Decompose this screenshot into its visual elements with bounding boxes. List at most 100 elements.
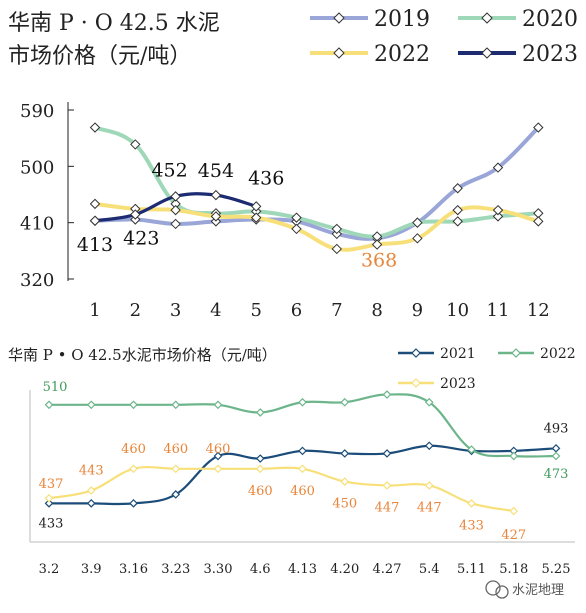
watermark: 水泥地理	[485, 580, 564, 599]
chart2-x-tick-label: 5.18	[499, 562, 528, 577]
chart1-series-2020-point	[130, 139, 141, 150]
chart2-data-label: 460	[248, 484, 273, 499]
chart1-series-2020-point	[291, 212, 302, 223]
chart1-series-2022-point	[170, 204, 181, 216]
chart2-data-labels: 510 473 433 493 437 443 460 460 460 460 460 450 447 4…	[39, 380, 569, 543]
chart2-series-2022-point	[213, 400, 223, 410]
chart2-data-label: 447	[417, 500, 442, 515]
chart1-series-2020-point	[412, 217, 423, 228]
chart1-series-2023-point	[210, 189, 222, 201]
chart1-title-line1: 华南 P · O 42.5 水泥	[8, 11, 220, 36]
chart1-y-ticks: 590 500 410 320	[20, 101, 74, 291]
chart2-series-2021-point	[255, 454, 265, 463]
chart1-x-tick-label: 1	[89, 300, 100, 321]
chart2-series-2021-point	[213, 451, 223, 461]
chart1-data-labels: 413 423 452 454 436 368	[77, 159, 397, 271]
chart2-series-2022-point	[424, 397, 434, 407]
chart1-series-2022-point	[331, 243, 343, 255]
chart1-series-2022-point	[371, 239, 383, 250]
chart2-data-label: 460	[121, 442, 146, 457]
chart1-data-label: 454	[198, 160, 234, 182]
chart2-title: 华南 P • O 42.5水泥市场价格（元/吨）	[8, 346, 277, 364]
chart2-series	[44, 390, 561, 516]
chart2-data-label: 510	[43, 380, 68, 395]
chart2-x-tick-label: 3.16	[119, 562, 148, 577]
chart1-series-2022-point	[210, 211, 222, 222]
chart1-legend: 2019 2020 2022 2023	[310, 7, 578, 67]
chart2-series-2022-point	[382, 390, 392, 399]
chart2-data-label: 460	[163, 442, 188, 457]
chart1-series-2019-point	[170, 218, 181, 230]
chart1-data-label: 423	[123, 228, 159, 250]
chart2-x-tick-label: 3.2	[39, 562, 60, 577]
chart1-series-2023-point	[170, 191, 181, 202]
chart2-series-2023-point	[129, 464, 138, 474]
chart2-x-tick-label: 4.13	[288, 562, 317, 577]
chart2-legend-2022-label: 2022	[540, 346, 576, 362]
chart2-legend-2021-marker	[411, 348, 421, 358]
chart1-series-2022-point	[492, 204, 504, 216]
chart1-data-label: 413	[77, 234, 113, 256]
chart1-x-tick-label: 4	[210, 300, 221, 321]
chart1-legend-2023-marker	[481, 47, 493, 59]
chart2-series-2021-point	[129, 499, 138, 508]
chart2-series-2022-point	[171, 400, 181, 410]
chart1-series-2022-point	[291, 223, 302, 235]
chart1-series-2023-point	[250, 201, 262, 212]
chart2-series-2023-point	[213, 464, 223, 474]
chart2-data-label: 460	[290, 484, 315, 499]
chart1-series-2022-point	[452, 204, 463, 216]
chart2-series-2023-point	[44, 493, 54, 503]
chart1-x-tick-label: 12	[527, 300, 550, 321]
chart2-legend-2022-marker	[511, 348, 521, 358]
chart1-legend-2019-label: 2019	[374, 7, 430, 32]
chart2-series-2021-point	[424, 441, 434, 451]
chart1-series-2023-point	[89, 215, 101, 226]
chart2-data-label: 433	[459, 518, 484, 533]
chart2-series-2021-point	[171, 490, 181, 499]
chart2-x-tick-label: 3.30	[204, 562, 233, 577]
chart2-x-tick-label: 4.6	[250, 562, 271, 577]
chart2-series-2021-point	[44, 499, 54, 508]
chart1-y-tick-label: 410	[20, 214, 54, 235]
chart2-series-2023-point	[509, 506, 519, 516]
chart2-x-ticks: 3.2 3.9 3.16 3.23 3.30 4.6 4.13 4.20 4.27 5.4 5.11…	[39, 562, 571, 577]
chart2-data-label: 433	[39, 516, 64, 531]
chart1-series-2020-point	[331, 223, 343, 235]
chart1-series-2020-point	[452, 216, 463, 227]
chart1-x-tick-label: 3	[170, 300, 181, 321]
chart2-series-2023-point	[255, 464, 265, 474]
chart1-x-ticks: 1 2 3 4 5 6 7 8 9 10 11 12	[89, 300, 549, 321]
chart1-x-tick-label: 2	[130, 300, 141, 321]
chart1-series-2020-point	[89, 122, 101, 133]
chart1-legend-2020-marker	[481, 12, 493, 24]
chart2-legend-2023-label: 2023	[440, 376, 476, 392]
chart2-legend-2021-label: 2021	[440, 346, 476, 362]
chart1-data-label: 452	[151, 159, 187, 181]
chart2-series-2023-point	[382, 481, 392, 490]
chart1-legend-2022-label: 2022	[374, 42, 430, 67]
chart1-data-label: 368	[361, 250, 397, 272]
chart1-x-tick-label: 5	[250, 300, 261, 321]
chart2-x-tick-label: 3.23	[161, 562, 190, 577]
chart2-legend: 2021 2022 2023	[398, 346, 576, 392]
chart2-series-2022-point	[551, 451, 561, 461]
chart2-series-2022-point	[86, 400, 96, 410]
chart1-series-2019-point	[492, 162, 504, 173]
chart2-series-2023-point	[171, 464, 181, 474]
chart2-series-2022-point	[509, 451, 519, 461]
chart2-series-2023-line	[48, 465, 514, 513]
chart2-data-label: 473	[544, 467, 569, 482]
chart1-x-tick-label: 9	[412, 300, 423, 321]
chart1-series-2020-point	[492, 211, 504, 222]
chart1-legend-2022-marker	[333, 47, 345, 59]
chart1-legend-2020-label: 2020	[522, 7, 578, 32]
chart-2: 华南 P • O 42.5水泥市场价格（元/吨） 2021 2022 2023 51…	[8, 346, 576, 577]
chart2-x-tick-label: 5.25	[542, 562, 571, 577]
chart2-series-2022-point	[44, 400, 54, 410]
chart1-title-line2: 市场价格（元/吨）	[8, 44, 191, 69]
chart2-x-tick-label: 5.4	[419, 562, 440, 577]
chart2-series-2022-point	[129, 400, 138, 410]
chart2-series-2021-point	[382, 449, 392, 458]
